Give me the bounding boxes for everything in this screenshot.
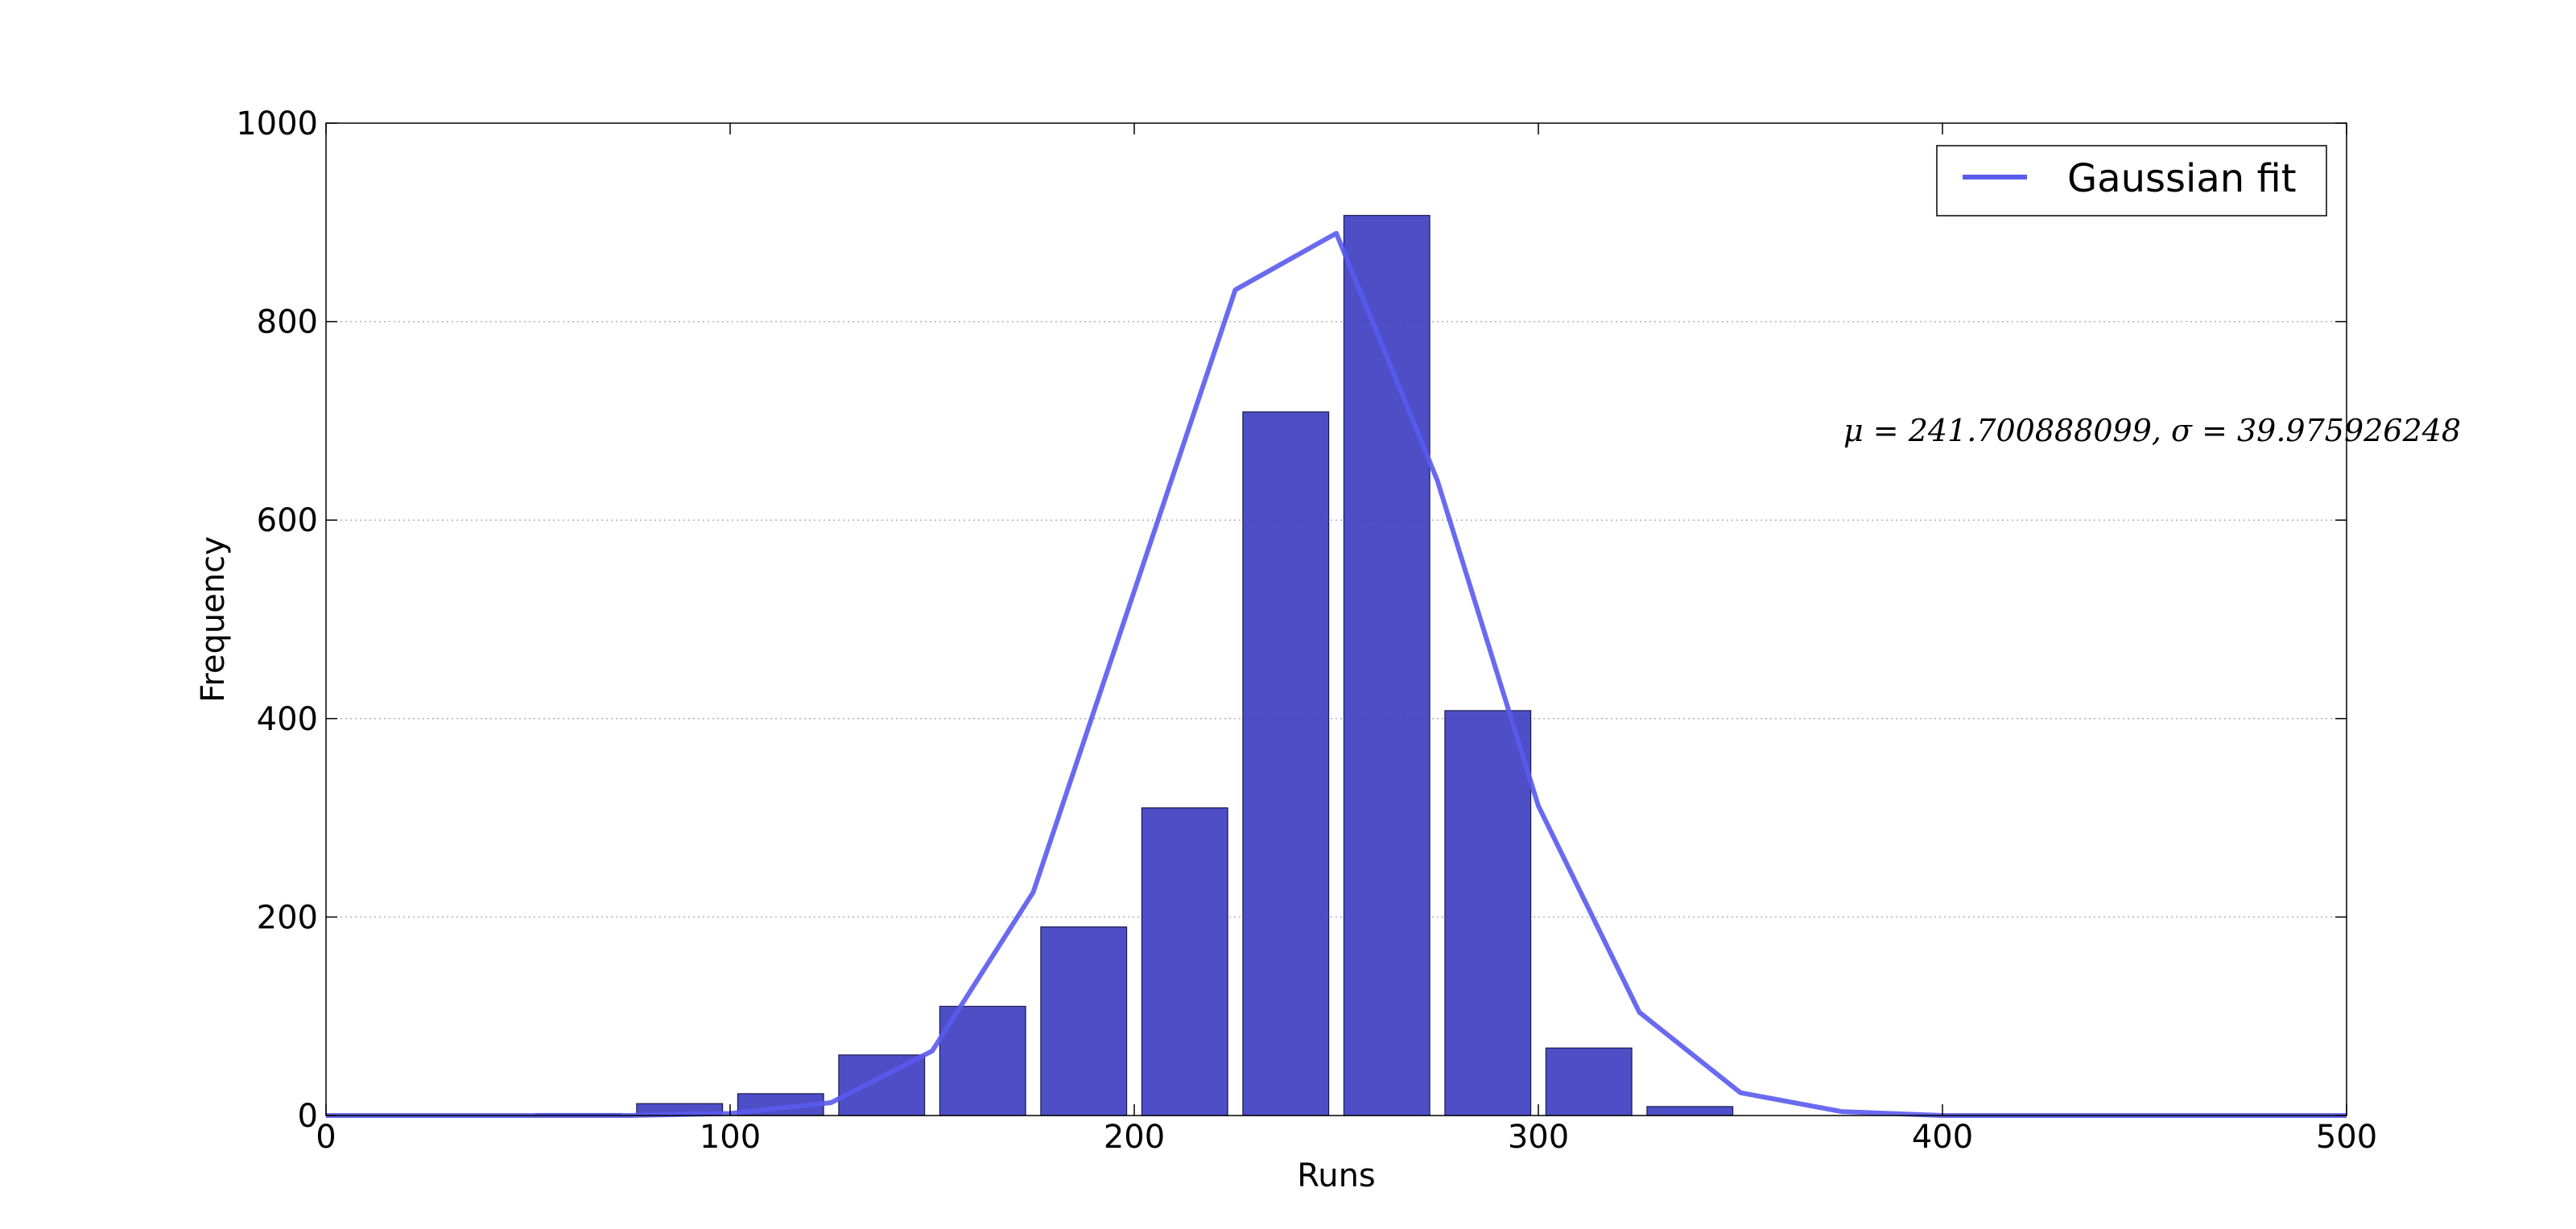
line-layer — [326, 230, 2347, 1118]
ticks-layer: 0 100 200 300 400 500 0 200 400 600 800 1000 — [236, 105, 2377, 1156]
x-tick-label: 0 — [316, 1119, 336, 1156]
histogram-bar — [939, 1005, 1026, 1116]
histogram-bar — [1343, 215, 1430, 1116]
plot-frame — [325, 122, 2347, 1116]
bars-layer — [535, 215, 1734, 1116]
x-tick-label: 100 — [700, 1119, 761, 1156]
legend-box — [1936, 145, 2327, 217]
legend-label: Gaussian fit — [2067, 156, 2297, 201]
y-tick-label: 200 — [257, 899, 318, 936]
y-tick-label: 800 — [257, 304, 318, 341]
histogram-bar — [1545, 1047, 1633, 1116]
stats-annotation: μ = 241.700888099, σ = 39.975926248 — [1843, 413, 2461, 448]
x-tick-label: 300 — [1508, 1119, 1569, 1156]
histogram-bar — [1444, 710, 1532, 1116]
histogram-bar — [1040, 926, 1128, 1116]
y-tick-label: 0 — [298, 1098, 318, 1135]
grid-layer — [326, 320, 2347, 918]
y-tick-label: 1000 — [236, 105, 318, 142]
x-tick-label: 200 — [1104, 1119, 1165, 1156]
y-tick-label: 600 — [257, 502, 318, 539]
y-tick-label: 400 — [257, 701, 318, 738]
histogram-bar — [838, 1054, 926, 1116]
legend: Gaussian fit — [1936, 145, 2327, 217]
gaussian-fit-line — [326, 230, 2347, 1118]
x-axis-label: Runs — [1297, 1157, 1376, 1194]
histogram-bar — [1242, 411, 1330, 1116]
x-tick-label: 500 — [2316, 1119, 2377, 1156]
histogram-bar — [1646, 1106, 1734, 1116]
y-axis-label: Frequency — [195, 536, 232, 703]
histogram-bar — [1141, 807, 1228, 1116]
x-tick-label: 400 — [1912, 1119, 1973, 1156]
